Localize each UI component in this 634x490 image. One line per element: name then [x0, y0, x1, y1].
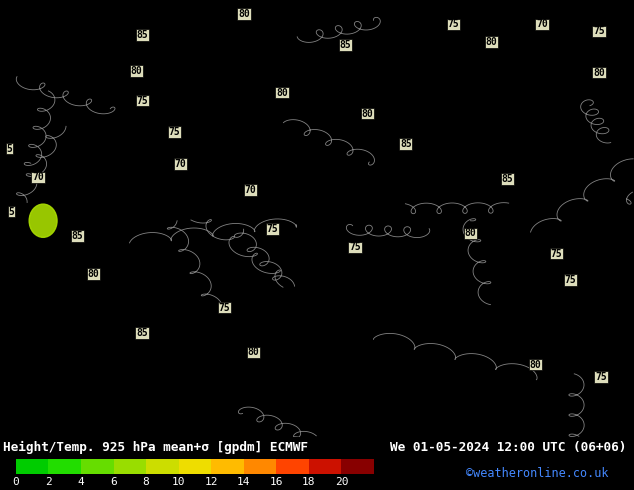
- Text: 80: 80: [486, 37, 497, 47]
- FancyBboxPatch shape: [244, 459, 276, 474]
- FancyBboxPatch shape: [16, 459, 48, 474]
- Text: 80: 80: [465, 228, 476, 239]
- Text: 20: 20: [335, 477, 348, 487]
- Text: 75: 75: [595, 372, 607, 382]
- Text: 75: 75: [448, 20, 459, 29]
- Text: 80: 80: [131, 66, 142, 76]
- Text: 80: 80: [87, 269, 99, 279]
- Text: 12: 12: [205, 477, 218, 487]
- Text: 0: 0: [13, 477, 19, 487]
- Text: 70: 70: [245, 185, 256, 195]
- Text: 85: 85: [400, 139, 411, 149]
- Text: 80: 80: [238, 9, 250, 19]
- Text: 5: 5: [8, 207, 15, 217]
- Text: 75: 75: [593, 26, 605, 36]
- FancyBboxPatch shape: [309, 459, 342, 474]
- FancyBboxPatch shape: [179, 459, 211, 474]
- Text: 80: 80: [248, 347, 259, 357]
- Text: 85: 85: [72, 231, 83, 241]
- Ellipse shape: [29, 204, 57, 237]
- Text: 18: 18: [302, 477, 316, 487]
- Text: 2: 2: [45, 477, 52, 487]
- FancyBboxPatch shape: [146, 459, 179, 474]
- Text: 8: 8: [143, 477, 150, 487]
- Text: 70: 70: [536, 20, 548, 29]
- Text: 80: 80: [276, 88, 288, 98]
- FancyBboxPatch shape: [342, 459, 374, 474]
- FancyBboxPatch shape: [81, 459, 113, 474]
- Text: 80: 80: [530, 360, 541, 369]
- Text: 10: 10: [172, 477, 185, 487]
- Text: 6: 6: [110, 477, 117, 487]
- Text: 70: 70: [32, 172, 44, 182]
- Text: 85: 85: [340, 40, 351, 50]
- FancyBboxPatch shape: [276, 459, 309, 474]
- Text: ©weatheronline.co.uk: ©weatheronline.co.uk: [466, 466, 609, 480]
- Text: 5: 5: [6, 144, 13, 153]
- Text: 85: 85: [136, 328, 148, 338]
- FancyBboxPatch shape: [113, 459, 146, 474]
- Text: 14: 14: [237, 477, 250, 487]
- Text: 85: 85: [137, 30, 148, 40]
- Text: 4: 4: [77, 477, 84, 487]
- Text: 16: 16: [269, 477, 283, 487]
- Text: 75: 75: [137, 96, 148, 105]
- Text: 75: 75: [267, 224, 278, 234]
- Text: 80: 80: [593, 68, 605, 77]
- Text: 75: 75: [551, 248, 562, 259]
- Text: 75: 75: [169, 127, 180, 137]
- Text: 75: 75: [565, 275, 576, 285]
- Text: 75: 75: [349, 243, 361, 252]
- Text: 75: 75: [219, 303, 230, 313]
- FancyBboxPatch shape: [48, 459, 81, 474]
- Text: 80: 80: [362, 109, 373, 119]
- Text: 85: 85: [501, 174, 513, 184]
- Text: We 01-05-2024 12:00 UTC (06+06): We 01-05-2024 12:00 UTC (06+06): [390, 441, 626, 454]
- Text: Height/Temp. 925 hPa mean+σ [gpdm] ECMWF: Height/Temp. 925 hPa mean+σ [gpdm] ECMWF: [3, 441, 308, 454]
- Text: 70: 70: [175, 159, 186, 169]
- FancyBboxPatch shape: [211, 459, 244, 474]
